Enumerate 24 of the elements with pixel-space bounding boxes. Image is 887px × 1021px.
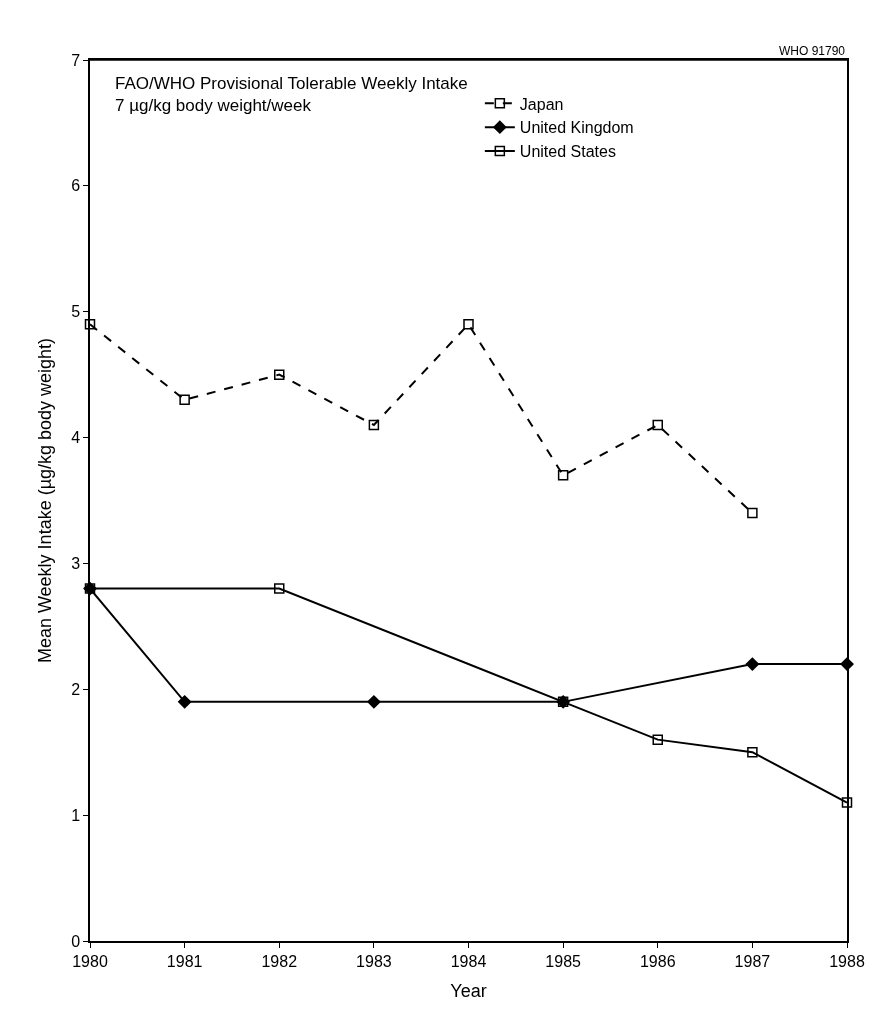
x-tick-label: 1987: [734, 952, 771, 970]
x-axis-title: Year: [450, 980, 487, 1001]
legend-label: United States: [519, 143, 616, 161]
x-tick-label: 1984: [450, 952, 487, 970]
y-tick-label: 1: [71, 806, 81, 824]
legend-label: Japan: [519, 95, 564, 113]
text: WHO 91790: [779, 44, 846, 58]
x-tick-label: 1986: [639, 952, 676, 970]
x-tick-label: 1980: [72, 952, 108, 970]
y-axis-title: Mean Weekly Intake (µg/kg body weight): [34, 337, 55, 664]
y-tick-label: 4: [71, 429, 81, 447]
x-tick-label: 1988: [829, 952, 865, 970]
y-tick-label: 7: [71, 51, 81, 69]
x-tick-label: 1983: [356, 952, 392, 970]
ref-line-label: FAO/WHO Provisional Tolerable Weekly Intake 7 µg/kg body weight/week: [115, 74, 468, 116]
y-tick-label: 0: [71, 932, 81, 950]
x-tick-label: 1982: [261, 952, 298, 970]
legend-label: United Kingdom: [519, 119, 634, 137]
y-tick-label: 5: [71, 303, 81, 321]
x-tick-label: 1985: [545, 952, 582, 970]
y-tick-label: 2: [71, 680, 81, 698]
y-tick-label: 3: [71, 555, 81, 573]
x-tick-label: 1981: [166, 952, 203, 970]
y-tick-label: 6: [71, 177, 81, 195]
